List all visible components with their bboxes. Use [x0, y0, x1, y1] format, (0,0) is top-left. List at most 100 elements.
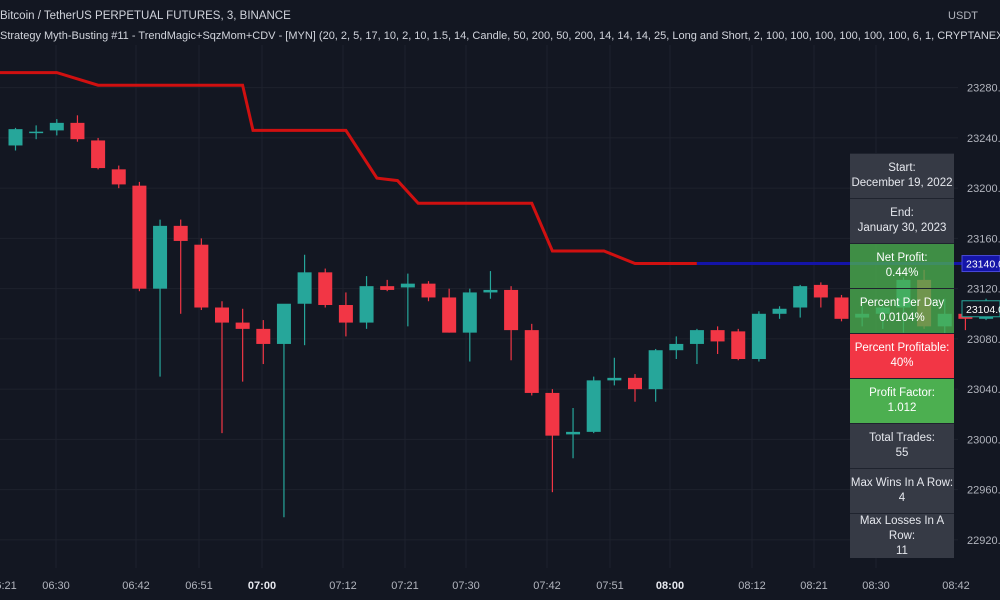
candle-body — [793, 286, 808, 308]
last-price-badge-box — [961, 300, 1000, 318]
candle[interactable] — [462, 288, 477, 362]
candle[interactable] — [669, 336, 684, 360]
candle[interactable] — [153, 219, 168, 377]
stat-max-wins-value: 4 — [898, 492, 906, 504]
time-tick-label: 06:51 — [185, 580, 213, 592]
price-axis[interactable]: 23280.0 23240.0 23200.0 23160.0 23120.0 23080… — [961, 83, 1000, 547]
candle-body — [648, 350, 663, 390]
candle[interactable] — [400, 273, 415, 327]
candle-body — [256, 328, 271, 344]
price-tick-label: 23160.0 — [967, 233, 1000, 245]
stat-percent-profitable: Percent Profitable: 40% — [850, 333, 954, 378]
trend-magic-segment-red — [0, 71, 697, 265]
stat-max-losses-label: Max Losses In A Row: — [859, 514, 945, 542]
candle[interactable] — [483, 271, 498, 299]
candle[interactable] — [380, 279, 395, 292]
stat-profit-factor-label: Profit Factor: — [869, 387, 935, 399]
candle-body — [669, 343, 684, 351]
time-tick-label: 07:30 — [452, 580, 480, 592]
candle[interactable] — [215, 301, 229, 434]
candle[interactable] — [504, 286, 519, 361]
candle[interactable] — [751, 311, 766, 362]
candle-body — [194, 244, 209, 308]
time-tick-label: 08:21 — [800, 580, 828, 592]
candle-body — [731, 331, 746, 360]
candle[interactable] — [173, 219, 188, 314]
candle[interactable] — [338, 292, 353, 337]
time-tick-label: 06:30 — [42, 580, 70, 592]
candle[interactable] — [359, 276, 374, 329]
candle-body — [504, 289, 519, 331]
candle[interactable] — [276, 303, 291, 518]
time-axis[interactable]: 06:21 06:30 06:42 06:51 07:00 07:12 07:21 07:30… — [0, 580, 970, 592]
candle[interactable] — [710, 326, 725, 354]
grid-lines — [0, 45, 958, 568]
candle[interactable] — [731, 328, 746, 361]
candle-body — [834, 297, 849, 319]
candle[interactable] — [235, 308, 250, 382]
price-tick-label: 23080.0 — [967, 334, 1000, 346]
candle-body — [524, 330, 539, 393]
candle[interactable] — [8, 127, 23, 151]
stat-max-losses-value: 11 — [896, 544, 908, 557]
stat-end: End: January 30, 2023 — [850, 198, 954, 243]
trend-line-price-badge: 23140.0 — [961, 255, 1000, 273]
candle-body — [586, 380, 601, 432]
trend-line-price-badge-box — [961, 255, 1000, 273]
candle[interactable] — [111, 165, 126, 189]
symbol-title[interactable]: Bitcoin / TetherUS PERPETUAL FUTURES, 3,… — [0, 10, 291, 22]
candle-body — [442, 297, 457, 333]
price-tick-label: 23000.0 — [967, 434, 1000, 446]
candle[interactable] — [772, 306, 787, 319]
price-tick-label: 22960.0 — [967, 485, 1000, 497]
candle-body — [483, 289, 498, 293]
candle[interactable] — [91, 137, 106, 170]
stat-start: Start: December 19, 2022 — [850, 153, 954, 198]
candle[interactable] — [545, 389, 560, 493]
candle[interactable] — [648, 348, 663, 402]
candle[interactable] — [442, 288, 457, 333]
stat-net-profit-value: 0.44% — [885, 267, 919, 279]
stat-net-profit-label: Net Profit: — [876, 252, 928, 264]
candle-body — [29, 131, 44, 134]
strategy-legend[interactable]: Strategy Myth-Busting #11 - TrendMagic+S… — [0, 30, 1000, 42]
candle[interactable] — [607, 357, 622, 386]
candle[interactable] — [628, 374, 642, 402]
candle-body — [318, 272, 333, 305]
price-tick-label: 23040.0 — [967, 384, 1000, 396]
time-tick-label: 06:42 — [122, 580, 150, 592]
last-price-badge-text: 23104.0 — [966, 304, 1000, 316]
candle[interactable] — [194, 238, 209, 311]
candle[interactable] — [834, 294, 849, 322]
stat-total-trades-value: 55 — [895, 447, 909, 459]
price-tick-label: 23120.0 — [967, 284, 1000, 296]
candle[interactable] — [586, 376, 601, 434]
strategy-stats-panel: Start: December 19, 2022 End: January 30… — [850, 153, 954, 558]
candle[interactable] — [689, 328, 704, 365]
stat-percent-profitable-value: 40% — [890, 357, 914, 369]
stat-end-value: January 30, 2023 — [857, 222, 947, 234]
candle-body — [772, 308, 787, 314]
candle[interactable] — [49, 119, 64, 136]
time-tick-label: 07:42 — [533, 580, 561, 592]
candle[interactable] — [297, 254, 312, 346]
candle-body — [173, 225, 188, 241]
candle[interactable] — [132, 181, 147, 292]
currency-label[interactable]: USDT — [948, 10, 978, 22]
candle-body — [566, 431, 581, 435]
candle[interactable] — [813, 282, 828, 308]
stat-start-value: December 19, 2022 — [851, 177, 953, 189]
candle[interactable] — [318, 268, 333, 308]
candle[interactable] — [70, 115, 85, 142]
candle-body — [8, 129, 23, 146]
candle[interactable] — [29, 125, 44, 140]
candle[interactable] — [566, 408, 581, 459]
price-tick-label: 23240.0 — [967, 133, 1000, 145]
candle[interactable] — [793, 284, 808, 318]
candlestick-series — [8, 115, 994, 518]
candle[interactable] — [421, 281, 436, 302]
candle[interactable] — [524, 323, 539, 396]
candle-body — [215, 307, 229, 323]
candle[interactable] — [256, 320, 271, 365]
